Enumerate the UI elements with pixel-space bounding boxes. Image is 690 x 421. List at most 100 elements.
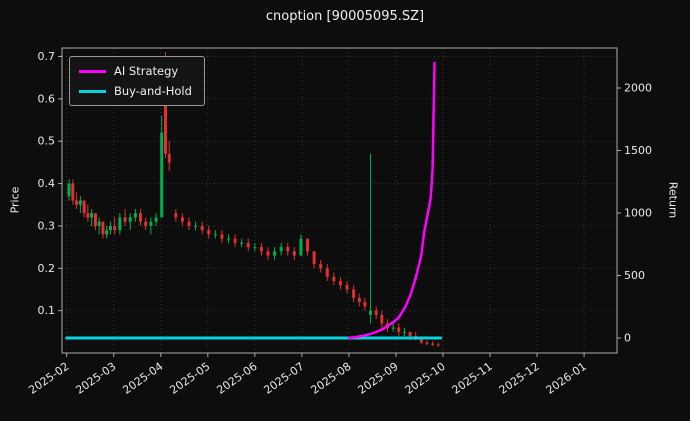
buy-and-hold-line-swatch bbox=[79, 89, 106, 93]
candle-body bbox=[160, 132, 164, 218]
candle-body bbox=[332, 276, 336, 281]
candle-body bbox=[306, 238, 310, 252]
candle-body bbox=[133, 213, 137, 218]
candle-body bbox=[357, 297, 361, 303]
x-tick-label: 2025-07 bbox=[261, 360, 306, 397]
price-tick-label: 0.5 bbox=[38, 135, 56, 148]
x-tick-label: 2025-12 bbox=[497, 360, 542, 397]
price-tick-label: 0.1 bbox=[38, 304, 56, 317]
x-tick-label: 2026-01 bbox=[544, 360, 589, 397]
candle-body bbox=[194, 225, 198, 227]
x-tick-label: 2025-05 bbox=[167, 360, 212, 397]
return-tick-label: 1000 bbox=[624, 207, 652, 220]
candle-body bbox=[154, 217, 158, 222]
candle-body bbox=[90, 213, 94, 218]
candle-body bbox=[352, 289, 356, 298]
candle-body bbox=[200, 225, 204, 231]
candle-body bbox=[101, 221, 105, 235]
candle-body bbox=[82, 200, 86, 214]
candle-body bbox=[286, 247, 290, 252]
candle-body bbox=[419, 338, 423, 343]
candle-body bbox=[227, 238, 230, 240]
candle-body bbox=[299, 238, 303, 256]
return-tick-label: 0 bbox=[624, 332, 631, 345]
candle-body bbox=[167, 153, 171, 163]
legend-label-buy-and-hold: Buy-and-Hold bbox=[114, 84, 192, 98]
plot-frame bbox=[61, 47, 618, 354]
candle-body bbox=[144, 221, 148, 226]
candle-body bbox=[319, 264, 323, 269]
candle-body bbox=[246, 242, 250, 248]
series-line-ai-strategy bbox=[347, 61, 436, 340]
candle-body bbox=[105, 230, 109, 235]
legend-label-ai-strategy: AI Strategy bbox=[114, 64, 179, 78]
x-tick-label: 2025-06 bbox=[214, 360, 259, 397]
price-tick-label: 0.4 bbox=[38, 177, 56, 190]
candle-body bbox=[292, 251, 296, 256]
candle-body bbox=[374, 310, 378, 315]
return-axis-label: Return bbox=[666, 181, 680, 219]
candle-body bbox=[174, 213, 178, 218]
candle-body bbox=[213, 234, 217, 236]
candle-body bbox=[391, 327, 395, 329]
candle-body bbox=[93, 213, 97, 226]
legend: AI Strategy Buy-and-Hold bbox=[69, 56, 205, 106]
price-tick-label: 0.6 bbox=[38, 92, 56, 105]
return-tick-label: 2000 bbox=[624, 82, 652, 95]
x-tick-label: 2025-10 bbox=[403, 360, 448, 397]
candle-body bbox=[253, 247, 257, 249]
candle-body bbox=[345, 285, 349, 290]
candle-body bbox=[325, 268, 329, 277]
ai-strategy-line-swatch bbox=[79, 69, 106, 73]
candle-body bbox=[369, 310, 373, 315]
candle-body bbox=[108, 225, 112, 231]
candle-body bbox=[312, 251, 316, 265]
price-tick-label: 0.2 bbox=[38, 262, 56, 275]
candle-body bbox=[220, 234, 224, 239]
candle-body bbox=[425, 342, 429, 344]
x-tick-label: 2025-11 bbox=[450, 360, 495, 397]
candle-body bbox=[123, 217, 127, 222]
x-tick-label: 2025-09 bbox=[356, 360, 401, 397]
return-tick-label: 1500 bbox=[624, 144, 652, 157]
candle-body bbox=[233, 238, 237, 243]
candle-body bbox=[180, 217, 184, 222]
candle-body bbox=[397, 327, 401, 332]
x-tick-label: 2025-03 bbox=[73, 360, 118, 397]
return-tick-label: 500 bbox=[624, 269, 645, 282]
candle-body bbox=[436, 344, 440, 346]
candle-body bbox=[279, 247, 283, 252]
candle-body bbox=[402, 331, 406, 333]
price-axis-label: Price bbox=[8, 186, 22, 214]
legend-item-buy-and-hold: Buy-and-Hold bbox=[79, 84, 192, 98]
candle-body bbox=[113, 225, 117, 231]
candle-body bbox=[273, 251, 277, 256]
candle-body bbox=[118, 217, 122, 231]
candle-body bbox=[71, 183, 75, 201]
candle-body bbox=[139, 213, 143, 222]
price-tick-label: 0.3 bbox=[38, 219, 56, 232]
candle-body bbox=[240, 242, 244, 244]
legend-item-ai-strategy: AI Strategy bbox=[79, 64, 192, 78]
x-tick-label: 2025-04 bbox=[120, 360, 165, 397]
candle-body bbox=[75, 200, 79, 205]
candle-body bbox=[97, 221, 101, 226]
candle-body bbox=[207, 230, 211, 235]
candle-body bbox=[338, 280, 342, 286]
candle-body bbox=[86, 213, 90, 218]
candle-body bbox=[149, 221, 153, 226]
candle-body bbox=[431, 343, 435, 345]
candle-body bbox=[363, 302, 367, 307]
chart-title: cnoption [90005095.SZ] bbox=[265, 9, 425, 24]
candle-body bbox=[408, 331, 412, 337]
candle-body bbox=[380, 314, 384, 324]
candle-body bbox=[78, 200, 82, 205]
candle-body bbox=[187, 221, 191, 226]
price-tick-label: 0.7 bbox=[38, 50, 56, 63]
x-tick-label: 2025-02 bbox=[26, 360, 71, 397]
candle-body bbox=[128, 217, 132, 222]
candle-body bbox=[266, 251, 270, 256]
x-tick-label: 2025-08 bbox=[309, 360, 354, 397]
candle-body bbox=[67, 183, 71, 197]
